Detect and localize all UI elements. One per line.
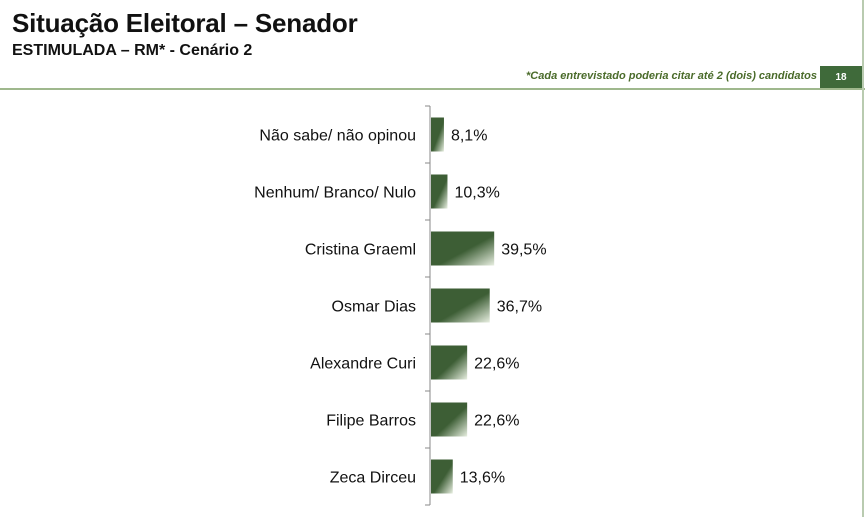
category-label: Cristina Graeml	[305, 242, 416, 259]
right-edge-divider	[862, 0, 864, 517]
value-label: 36,7%	[497, 299, 542, 316]
page-subtitle: ESTIMULADA – RM* - Cenário 2	[12, 42, 253, 59]
value-label: 22,6%	[474, 356, 519, 373]
category-label: Filipe Barros	[326, 413, 416, 430]
category-label: Zeca Dirceu	[330, 470, 416, 487]
value-label: 13,6%	[460, 470, 505, 487]
bar	[431, 459, 453, 494]
value-label: 22,6%	[474, 413, 519, 430]
axis-layer	[425, 105, 431, 506]
page-title: Situação Eleitoral – Senador	[12, 8, 358, 38]
header-divider	[0, 88, 865, 90]
bars-layer: Não sabe/ não opinou 8,1% Nenhum/ Branco/ …	[254, 117, 547, 494]
value-label: 10,3%	[454, 185, 499, 202]
category-label: Nenhum/ Branco/ Nulo	[254, 185, 416, 202]
category-label: Osmar Dias	[332, 299, 416, 316]
category-label: Não sabe/ não opinou	[259, 128, 416, 145]
bar	[431, 402, 468, 437]
bar	[431, 117, 444, 152]
bar	[431, 345, 468, 380]
bar	[431, 288, 490, 323]
category-label: Alexandre Curi	[310, 356, 416, 373]
page-number-badge: 18	[820, 66, 862, 88]
value-label: 8,1%	[451, 128, 487, 145]
footnote: *Cada entrevistado poderia citar até 2 (…	[526, 70, 817, 82]
bar	[431, 174, 448, 209]
bar	[431, 231, 495, 266]
value-label: 39,5%	[501, 242, 546, 259]
